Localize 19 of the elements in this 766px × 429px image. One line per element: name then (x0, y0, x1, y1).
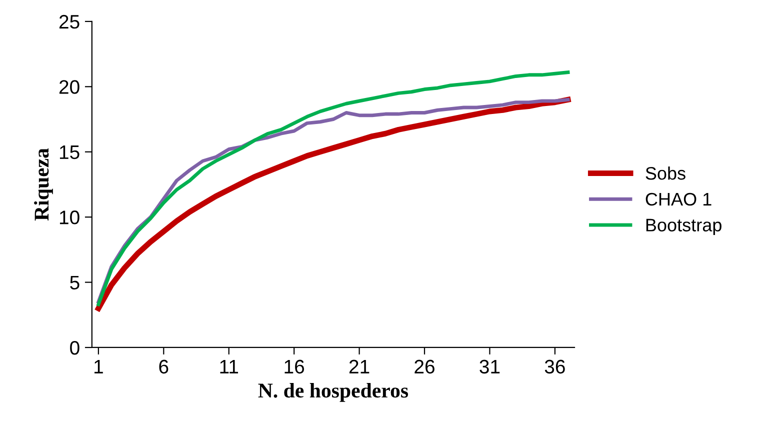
y-tick-label: 25 (59, 14, 80, 29)
y-tick-label: 15 (60, 146, 80, 160)
x-tick-label: 16 (284, 360, 304, 374)
y-tick-label: 10 (60, 210, 80, 224)
x-axis-title: N. de hospederos (258, 382, 408, 402)
x-tick-label: 36 (544, 360, 565, 374)
x-tick-label: 6 (159, 360, 168, 374)
x-tick-label: 11 (220, 360, 238, 374)
legend-label: Sobs (646, 166, 686, 180)
y-tick-label: 20 (59, 80, 80, 94)
x-tick-label: 1 (94, 360, 103, 374)
legend-label: CHAO 1 (646, 192, 712, 206)
x-tick-label: 31 (480, 360, 500, 374)
y-tick-label: 5 (70, 276, 80, 290)
y-axis-title: Riqueza (34, 148, 53, 221)
y-tick-label: 0 (70, 340, 80, 355)
x-tick-label: 26 (414, 360, 434, 374)
x-tick-label: 21 (349, 360, 370, 374)
legend-label: Bootstrap (646, 218, 722, 236)
